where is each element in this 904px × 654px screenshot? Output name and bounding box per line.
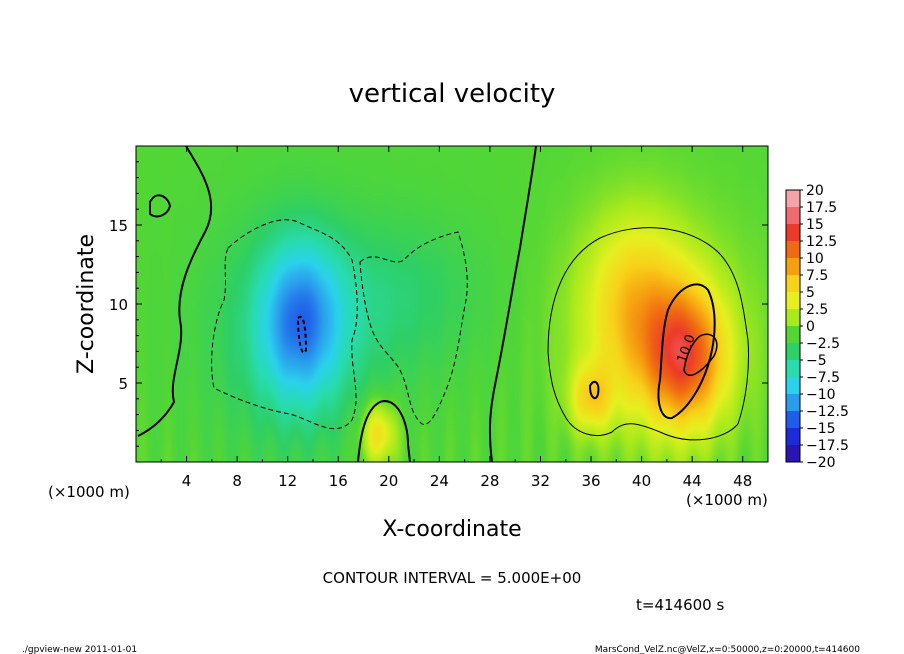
x-tick-label: 16 — [329, 472, 348, 490]
colorbar-label: 0 — [806, 319, 815, 335]
colorbar-band — [786, 445, 800, 462]
colorbar-label: 10 — [806, 251, 824, 267]
contour-interval-text: CONTOUR INTERVAL = 5.000E+00 — [323, 569, 582, 587]
x-tick-label: 4 — [182, 472, 192, 490]
velocity-field — [136, 146, 768, 462]
colorbar-band — [786, 428, 800, 445]
x-axis: 4 8 12 16 20 24 28 32 36 40 44 48 — [160, 146, 752, 490]
x-axis-label: X-coordinate — [382, 517, 521, 542]
contour-plus5-small — [588, 380, 600, 400]
contour-lines — [137, 146, 749, 462]
y-tick-label: 15 — [109, 217, 128, 235]
x-tick-label: 40 — [632, 472, 651, 490]
x-tick-label: 12 — [278, 472, 297, 490]
y-tick-label: 5 — [118, 375, 128, 393]
x-tick-label: 48 — [733, 472, 752, 490]
colorbar-band — [786, 258, 800, 275]
colorbar-label: 17.5 — [806, 200, 837, 216]
x-tick-label: 24 — [430, 472, 449, 490]
y-axis: 5 10 15 — [109, 161, 768, 447]
colorbar-band — [786, 360, 800, 377]
colorbar-label: −2.5 — [806, 336, 840, 352]
colorbar-label: 12.5 — [806, 234, 837, 250]
contour-plus5 — [547, 227, 749, 441]
colorbar-label: 5 — [806, 285, 815, 301]
contour-cloud-nw — [149, 194, 172, 218]
x-unit-right: (×1000 m) — [686, 491, 768, 509]
chart-title: vertical velocity — [349, 79, 556, 109]
contour-zero-west — [137, 146, 213, 437]
colorbar-band — [786, 224, 800, 241]
colorbar-label: −17.5 — [806, 438, 849, 454]
colorbar-label: −5 — [806, 353, 827, 369]
contour-zero-cell — [357, 400, 411, 462]
colorbar-label: −20 — [806, 455, 836, 471]
colorbar-band — [786, 241, 800, 258]
plot-area: 10.0 — [135, 145, 769, 463]
x-tick-label: 36 — [581, 472, 600, 490]
colorbar-label: −7.5 — [806, 370, 840, 386]
colorbar-label: −10 — [806, 387, 836, 403]
colorbar-band — [786, 190, 800, 207]
colorbar-label: −12.5 — [806, 404, 849, 420]
colorbar-band — [786, 275, 800, 292]
colorbar-label: 2.5 — [806, 302, 828, 318]
colorbar: 2017.51512.5107.552.50−2.5−5−7.5−10−12.5… — [785, 183, 849, 471]
footer-left: ./gpview-new 2011-01-01 — [22, 645, 137, 654]
contour-plus10 — [657, 283, 716, 420]
x-tick-label: 32 — [531, 472, 550, 490]
colorbar-band — [786, 377, 800, 394]
colorbar-band — [786, 411, 800, 428]
colorbar-band — [786, 326, 800, 343]
footer-right: MarsCond_VelZ.nc@VelZ,x=0:50000,z=0:2000… — [595, 645, 860, 654]
colorbar-label: 20 — [806, 183, 824, 199]
contour-minus10-core — [296, 315, 308, 354]
x-tick-label: 8 — [232, 472, 242, 490]
x-tick-label: 44 — [683, 472, 702, 490]
colorbar-band — [786, 207, 800, 224]
colorbar-band — [786, 343, 800, 360]
colorbar-label: −15 — [806, 421, 836, 437]
x-tick-label: 20 — [379, 472, 398, 490]
colorbar-band — [786, 292, 800, 309]
y-axis-label: Z-coordinate — [74, 234, 99, 374]
contour-zero-center — [488, 146, 537, 462]
contour-plus10-inner — [683, 333, 718, 376]
x-tick-label: 28 — [480, 472, 499, 490]
y-tick-label: 10 — [109, 296, 128, 314]
colorbar-band — [786, 309, 800, 326]
time-label: t=414600 s — [636, 596, 724, 614]
colorbar-label: 7.5 — [806, 268, 828, 284]
colorbar-band — [786, 394, 800, 411]
colorbar-label: 15 — [806, 217, 824, 233]
x-unit-left: (×1000 m) — [48, 483, 130, 501]
